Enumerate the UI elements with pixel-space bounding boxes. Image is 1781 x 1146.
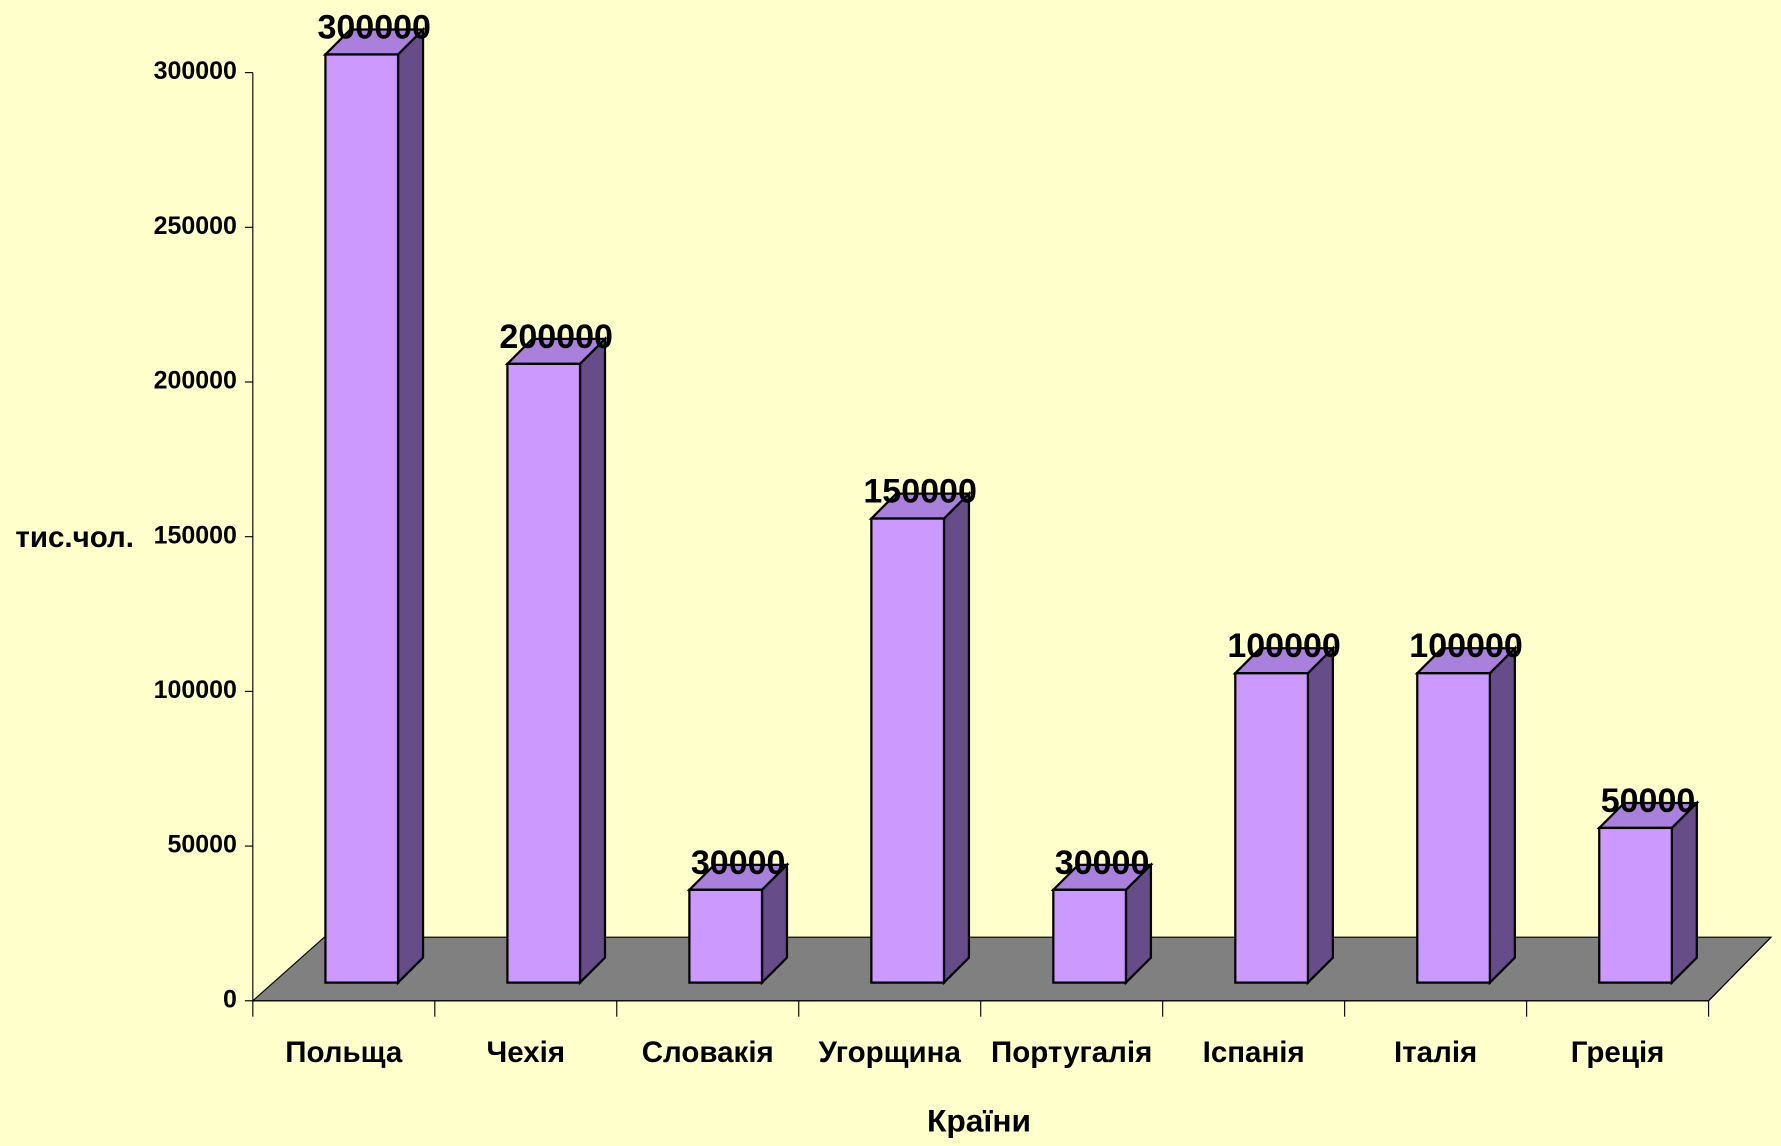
data-label: 50000: [1601, 782, 1696, 820]
x-tick-label: Іспанія: [1203, 1036, 1305, 1069]
bar-side: [1488, 645, 1516, 986]
bar-side: [396, 26, 425, 986]
y-tick-label: 300000: [154, 57, 237, 85]
x-tick-label: Португалія: [991, 1036, 1152, 1069]
x-tick-label: Італія: [1394, 1036, 1477, 1069]
data-label: 150000: [863, 473, 977, 511]
bar: [1598, 826, 1673, 984]
bar: [870, 517, 946, 984]
x-axis-label: Країни: [927, 1103, 1031, 1139]
x-tick-label: Угорщина: [819, 1036, 962, 1069]
y-tick-label: 150000: [154, 521, 237, 549]
data-label: 30000: [1055, 844, 1150, 882]
x-tick-label: Словакія: [642, 1036, 774, 1069]
y-tick-label: 250000: [154, 212, 237, 240]
bar-side: [1306, 645, 1335, 986]
y-tick-label: 0: [223, 985, 237, 1013]
y-tick-label: 50000: [168, 831, 237, 859]
y-axis-label: тис.чол.: [15, 521, 134, 554]
data-label: 100000: [1409, 627, 1523, 665]
bar: [324, 53, 400, 984]
bar-side: [1670, 800, 1698, 986]
bar-side: [942, 490, 971, 986]
data-label: 200000: [499, 318, 613, 356]
x-tick-label: Чехія: [486, 1036, 565, 1069]
data-label: 300000: [317, 8, 431, 46]
y-tick-label: 100000: [154, 676, 237, 704]
x-axis-depth: [1708, 936, 1772, 1002]
floor: [251, 936, 1773, 1002]
bar: [506, 362, 582, 984]
bar: [688, 888, 764, 984]
bar: [1234, 672, 1310, 984]
y-tick-label: 200000: [154, 367, 237, 395]
data-label: 100000: [1227, 627, 1341, 665]
bar: [1416, 672, 1492, 984]
data-label: 30000: [691, 844, 786, 882]
x-tick-label: Греція: [1571, 1036, 1665, 1069]
bar-side: [578, 336, 607, 986]
x-tick-label: Польща: [285, 1036, 403, 1069]
bar: [1052, 888, 1128, 984]
